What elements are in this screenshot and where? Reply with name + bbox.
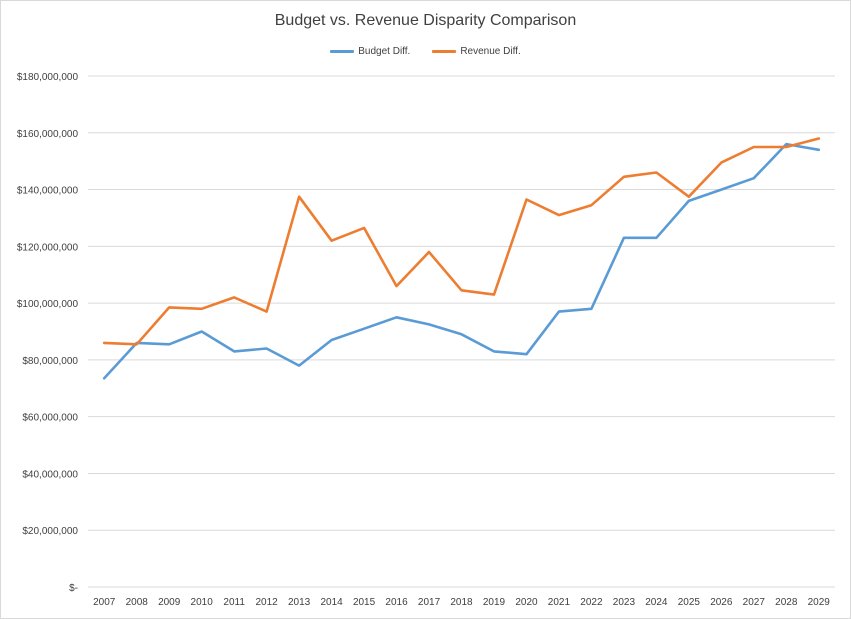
legend-swatch-revenue: [432, 50, 457, 53]
x-tick-label: 2015: [353, 597, 376, 608]
y-tick-label: $100,000,000: [17, 299, 79, 310]
x-tick-label: 2023: [613, 597, 636, 608]
y-tick-label: $20,000,000: [22, 526, 78, 537]
chart-title: Budget vs. Revenue Disparity Comparison: [274, 12, 577, 29]
x-tick-label: 2028: [775, 597, 798, 608]
y-tick-label: $40,000,000: [22, 469, 78, 480]
y-tick-label: $120,000,000: [17, 242, 79, 253]
x-tick-label: 2013: [288, 597, 311, 608]
x-tick-label: 2011: [223, 597, 245, 608]
y-tick-label: $140,000,000: [17, 186, 79, 197]
x-tick-label: 2008: [126, 597, 149, 608]
x-tick-label: 2014: [320, 597, 343, 608]
x-tick-label: 2009: [158, 597, 181, 608]
series-line-revenue: [102, 137, 821, 346]
x-tick-label: 2029: [808, 597, 831, 608]
legend-item-revenue: Revenue Diff.: [432, 46, 521, 57]
legend-item-budget: Budget Diff.: [330, 46, 410, 57]
x-tick-label: 2026: [710, 597, 733, 608]
x-tick-label: 2025: [678, 597, 701, 608]
x-tick-label: 2012: [256, 597, 279, 608]
y-tick-label: $160,000,000: [17, 129, 79, 140]
legend-label-budget: Budget Diff.: [358, 46, 411, 57]
x-tick-label: 2010: [191, 597, 214, 608]
y-tick-label: $-: [69, 583, 78, 594]
x-tick-label: 2019: [483, 597, 506, 608]
y-tick-label: $180,000,000: [17, 72, 79, 83]
y-tick-label: $60,000,000: [22, 413, 78, 424]
x-tick-label: 2022: [580, 597, 603, 608]
x-tick-label: 2021: [548, 597, 571, 608]
series-line-budget: [102, 142, 821, 380]
x-tick-label: 2007: [93, 597, 116, 608]
legend-label-revenue: Revenue Diff.: [460, 46, 521, 57]
x-tick-label: 2016: [385, 597, 408, 608]
x-tick-label: 2027: [743, 597, 766, 608]
x-tick-label: 2017: [418, 597, 441, 608]
x-tick-label: 2018: [450, 597, 473, 608]
x-tick-label: 2020: [515, 597, 538, 608]
legend-swatch-budget: [330, 50, 355, 53]
y-tick-label: $80,000,000: [22, 356, 78, 367]
legend: Budget Diff. Revenue Diff.: [0, 46, 851, 57]
x-tick-label: 2024: [645, 597, 668, 608]
